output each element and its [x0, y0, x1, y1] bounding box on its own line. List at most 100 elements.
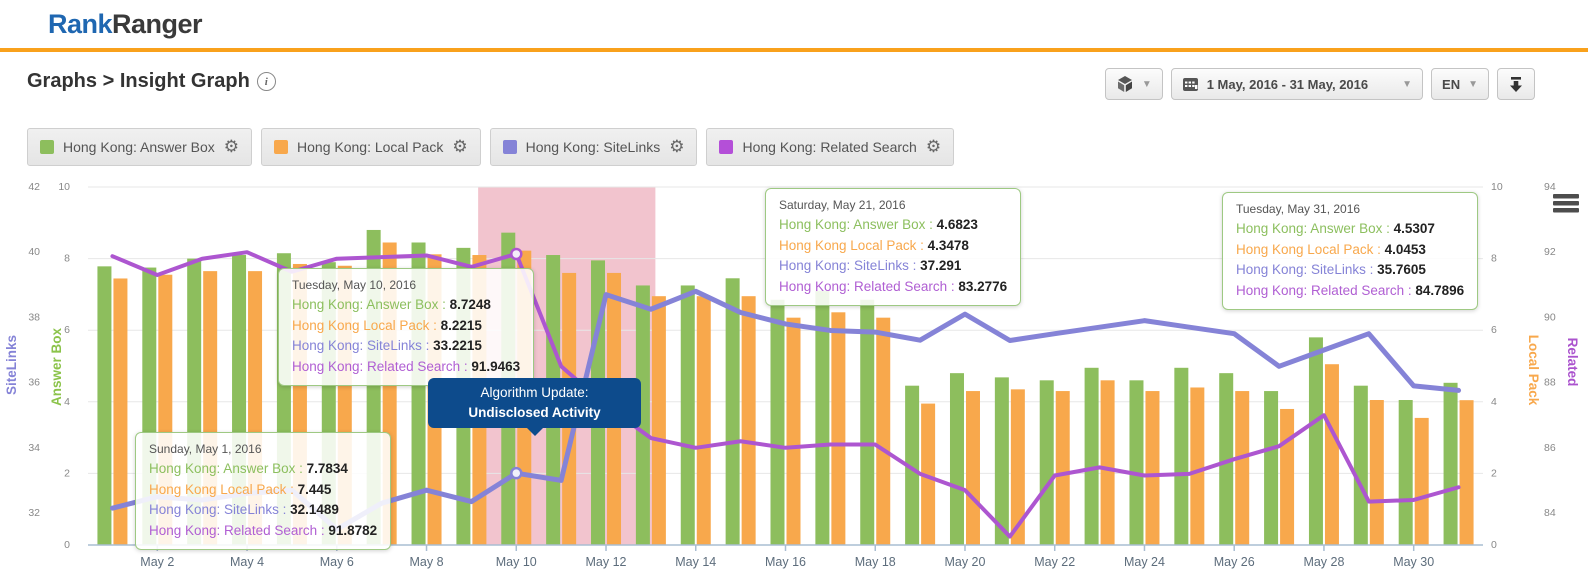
answer-box-tick-label: 8 — [64, 253, 70, 265]
top-bar: RankRanger — [0, 0, 1588, 52]
marker-sitelinks[interactable] — [510, 466, 523, 480]
tooltip-series-label: Hong Kong: Related Search : — [1236, 282, 1416, 298]
cube-icon — [1117, 76, 1132, 92]
x-tick-label: May 26 — [1214, 555, 1255, 569]
tooltip-row: Hong Kong: Answer Box : 8.7248 — [292, 295, 520, 316]
chart-menu-icon[interactable] — [1553, 201, 1579, 206]
bar-answer-box-day-31[interactable] — [1443, 382, 1458, 545]
bar-local-pack-day-15[interactable] — [741, 296, 756, 545]
bar-answer-box-day-29[interactable] — [1353, 385, 1368, 545]
tooltip-series-value: 37.291 — [920, 258, 962, 274]
chart-menu-icon[interactable] — [1553, 194, 1579, 199]
date-range-picker[interactable]: 1 May, 2016 - 31 May, 2016 ▼ — [1170, 68, 1424, 100]
legend-chip-1[interactable]: Hong Kong: Local Pack ⚙ — [261, 128, 481, 166]
page-title: Graphs > Insight Graph — [27, 70, 250, 92]
bar-answer-box-day-19[interactable] — [905, 385, 920, 545]
local-pack-tick-label: 10 — [1491, 181, 1503, 193]
chart-menu-icon[interactable] — [1553, 208, 1579, 213]
legend-chip-2[interactable]: Hong Kong: SiteLinks ⚙ — [489, 128, 698, 166]
bar-local-pack-day-19[interactable] — [921, 403, 936, 545]
bar-answer-box-day-30[interactable] — [1398, 400, 1413, 545]
bar-local-pack-day-25[interactable] — [1190, 387, 1205, 545]
language-select[interactable]: EN ▼ — [1431, 68, 1489, 100]
bar-answer-box-day-24[interactable] — [1129, 380, 1144, 545]
bar-local-pack-day-16[interactable] — [786, 317, 801, 545]
tooltip-series-label: Hong Kong: SiteLinks : — [292, 338, 434, 354]
gear-icon[interactable]: ⚙ — [925, 136, 942, 157]
logo-ranger: Ranger — [112, 9, 203, 39]
bar-answer-box-day-25[interactable] — [1174, 367, 1189, 545]
bar-local-pack-day-27[interactable] — [1280, 408, 1295, 545]
bar-local-pack-day-14[interactable] — [696, 296, 711, 545]
bar-local-pack-day-30[interactable] — [1414, 417, 1429, 545]
bar-answer-box-day-13[interactable] — [635, 285, 650, 545]
local-pack-tick-label: 0 — [1491, 539, 1497, 551]
bar-local-pack-day-29[interactable] — [1369, 400, 1384, 545]
tooltip-series-value: 4.5307 — [1393, 221, 1435, 237]
logo-rank: Rank — [48, 9, 113, 39]
gear-icon[interactable]: ⚙ — [452, 136, 468, 157]
info-icon[interactable]: i — [256, 72, 276, 91]
answer-box-tick-label: 10 — [58, 181, 70, 193]
bar-answer-box-day-18[interactable] — [860, 299, 875, 545]
bar-answer-box-day-14[interactable] — [680, 285, 695, 545]
bar-local-pack-day-21[interactable] — [1010, 389, 1025, 545]
sitelinks-axis-title: SiteLinks — [4, 335, 19, 395]
tooltip-row: Hong Kong: Answer Box : 4.5307 — [1236, 219, 1464, 240]
bar-answer-box-day-15[interactable] — [725, 278, 740, 545]
bar-local-pack-day-20[interactable] — [965, 391, 980, 545]
line-related-search[interactable] — [110, 250, 1461, 539]
gear-icon[interactable]: ⚙ — [223, 136, 240, 157]
bar-local-pack-day-22[interactable] — [1055, 391, 1070, 545]
answer-box-tick-label: 0 — [64, 539, 70, 551]
tooltip-row: Hong Kong: Answer Box : 7.7834 — [149, 459, 377, 480]
tooltip-row: Hong Kong: Answer Box : 4.6823 — [779, 215, 1007, 236]
bar-local-pack-day-23[interactable] — [1100, 380, 1115, 545]
legend-label: Hong Kong: SiteLinks — [525, 139, 661, 155]
bar-answer-box-day-27[interactable] — [1264, 391, 1279, 545]
bar-local-pack-day-1[interactable] — [113, 278, 128, 545]
chevron-down-icon: ▼ — [1402, 78, 1413, 90]
bar-local-pack-day-26[interactable] — [1235, 391, 1250, 545]
related-axis-title: Related — [1565, 338, 1580, 387]
widget-menu-button[interactable]: ▼ — [1104, 68, 1163, 100]
legend-chip-0[interactable]: Hong Kong: Answer Box ⚙ — [27, 128, 253, 166]
bar-answer-box-day-17[interactable] — [815, 290, 830, 545]
bar-answer-box-day-16[interactable] — [770, 299, 785, 545]
bar-local-pack-day-18[interactable] — [876, 317, 891, 545]
tooltip-date: Tuesday, May 10, 2016 — [292, 278, 417, 292]
download-icon — [1510, 76, 1522, 92]
bar-answer-box-day-28[interactable] — [1308, 337, 1323, 545]
bar-answer-box-day-20[interactable] — [949, 373, 964, 545]
answer-box-tick-label: 2 — [64, 467, 70, 479]
tooltip-series-value: 4.3478 — [927, 237, 969, 253]
x-tick-label: May 4 — [230, 555, 264, 569]
local-pack-tick-label: 2 — [1491, 467, 1497, 479]
bar-local-pack-day-17[interactable] — [831, 312, 846, 545]
gear-icon[interactable]: ⚙ — [669, 136, 685, 157]
legend-chip-3[interactable]: Hong Kong: Related Search ⚙ — [706, 128, 955, 166]
download-button[interactable] — [1497, 68, 1535, 100]
tooltip-row: Hong Kong Local Pack : 4.3478 — [779, 236, 1007, 257]
x-tick-label: May 30 — [1393, 555, 1434, 569]
bar-answer-box-day-21[interactable] — [994, 377, 1009, 545]
bar-local-pack-day-28[interactable] — [1324, 364, 1339, 545]
bar-answer-box-day-23[interactable] — [1084, 367, 1099, 545]
bar-answer-box-day-1[interactable] — [97, 266, 112, 545]
bar-local-pack-day-24[interactable] — [1145, 391, 1160, 545]
bar-answer-box-day-26[interactable] — [1219, 373, 1234, 545]
tooltip-series-label: Hong Kong Local Pack : — [779, 237, 928, 253]
chart-tooltip-0: Sunday, May 1, 2016 Hong Kong: Answer Box… — [135, 432, 392, 551]
algorithm-update-annotation[interactable]: Algorithm Update: Undisclosed Activity — [428, 378, 641, 436]
tooltip-date: Saturday, May 21, 2016 — [779, 198, 906, 212]
tooltip-row: Hong Kong Local Pack : 7.445 — [149, 480, 377, 501]
tooltip-series-label: Hong Kong: Related Search : — [149, 522, 329, 538]
marker-related-search[interactable] — [510, 247, 523, 261]
bar-local-pack-day-13[interactable] — [651, 296, 666, 545]
bar-local-pack-day-31[interactable] — [1459, 400, 1474, 545]
tooltip-series-value: 91.8782 — [328, 522, 378, 538]
tooltip-series-label: Hong Kong: Answer Box : — [292, 297, 450, 313]
rankranger-logo[interactable]: RankRanger — [48, 9, 203, 40]
language-label: EN — [1442, 76, 1461, 92]
bar-answer-box-day-22[interactable] — [1039, 380, 1054, 545]
